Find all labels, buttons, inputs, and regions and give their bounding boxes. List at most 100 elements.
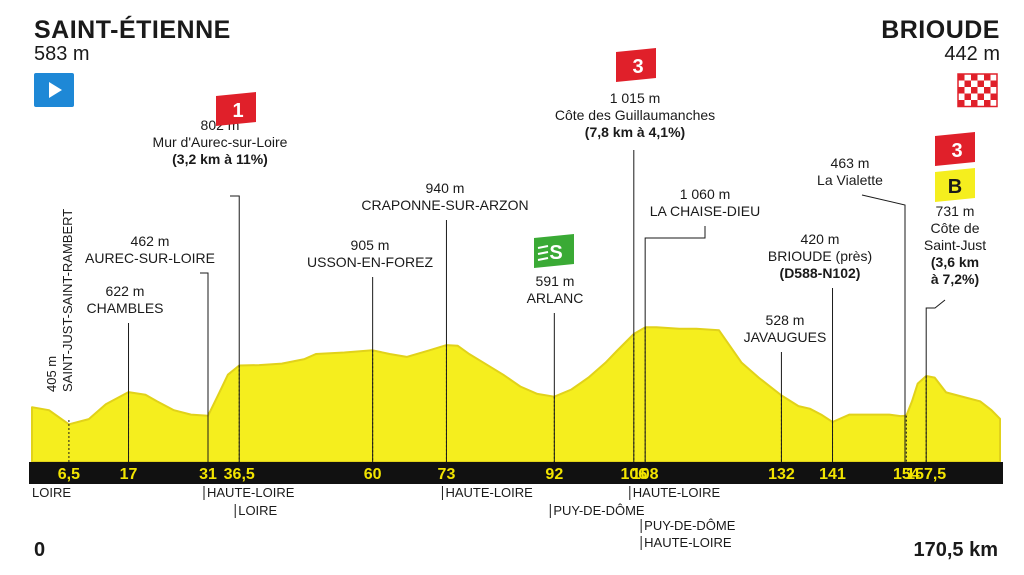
finish-flag-cell [990,93,997,100]
finish-flag-cell [964,80,971,87]
department-label: LOIRE [32,485,71,500]
waypoint-leader [200,272,209,462]
waypoint-text: Côte des Guillaumanches [555,107,715,123]
waypoint-text: Côte de [930,220,979,236]
km-tick-label: 92 [545,466,563,483]
finish-flag-cell [984,80,991,87]
finish-flag-cell [958,74,965,81]
elevation-profile [31,326,1001,463]
finish-flag-cell [984,93,991,100]
waypoint-text: LA CHAISE-DIEU [650,203,760,219]
km-tick-label: 36,5 [224,466,255,483]
km-tick-label: 6,5 [58,466,80,483]
distance-end-label: 170,5 km [913,539,998,561]
waypoint-text: La Vialette [817,172,883,188]
badge-label: 3 [632,56,643,78]
department-label: HAUTE-LOIRE [640,535,732,550]
climb-category-badge: 3 [935,132,975,166]
finish-flag-icon [957,73,998,108]
finish-flag-cell [964,87,971,94]
waypoint-text: 420 m [801,231,840,247]
badge-label: S [549,242,562,264]
waypoint-text: ARLANC [527,290,584,306]
finish-flag-cell [984,87,991,94]
finish-flag-cell [977,100,984,107]
km-tick-label: 106 [620,466,647,483]
waypoint-text: à 7,2%) [931,271,979,287]
waypoint-text: (3,6 km [931,254,979,270]
department-text: HAUTE-LOIRE [644,535,732,550]
waypoint-text: BRIOUDE (près) [768,248,872,264]
finish-flag-cell [977,80,984,87]
start-flag-icon [34,73,74,107]
waypoint-text: 528 m [766,312,805,328]
waypoint-text: 1 015 m [610,90,661,106]
finish-flag-cell [964,93,971,100]
badge-label: 1 [232,100,243,122]
waypoint-text: JAVAUGUES [744,329,827,345]
department-label: HAUTE-LOIRE [629,485,721,500]
km-bar [29,462,1003,484]
waypoint-text: CRAPONNE-SUR-ARZON [361,197,528,213]
waypoint-text: 405 m [44,356,59,392]
waypoint-11: 463 mLa Vialette [817,155,883,188]
waypoint-text: (D588-N102) [780,265,861,281]
bonus-label: B [948,176,962,198]
start-altitude: 583 m [34,43,90,65]
waypoint-text: 905 m [351,237,390,253]
waypoint-text: 1 060 m [680,186,731,202]
department-text: PUY-DE-DÔME [553,503,645,518]
finish-town: BRIOUDE [881,16,1000,44]
distance-start-label: 0 [34,539,45,561]
waypoint-text: (7,8 km à 4,1%) [585,124,685,140]
bonus-badge-icon: B [935,168,975,202]
finish-flag-cell [977,74,984,81]
km-tick-label: 141 [819,466,846,483]
km-tick-label: 108 [632,466,659,483]
km-tick-label: 132 [768,466,795,483]
finish-flag-cell [971,100,978,107]
climb-category-badge: 1 [216,92,256,126]
km-tick-label: 17 [120,466,138,483]
department-text: HAUTE-LOIRE [633,485,721,500]
finish-flag-cell [990,80,997,87]
finish-flag-cell [977,93,984,100]
finish-flag-cell [971,93,978,100]
finish-flag-cell [971,80,978,87]
finish-flag-cell [990,100,997,107]
waypoint-text: 940 m [426,180,465,196]
department-label: PUY-DE-DÔME [640,518,736,533]
finish-flag-cell [958,100,965,107]
waypoint-text: USSON-EN-FOREZ [307,254,433,270]
department-label: PUY-DE-DÔME [549,503,645,518]
department-text: LOIRE [32,485,71,500]
waypoint-text: 463 m [831,155,870,171]
finish-flag-cell [984,74,991,81]
finish-flag-cell [990,74,997,81]
department-text: PUY-DE-DÔME [644,518,736,533]
km-tick-label: 60 [364,466,382,483]
badge-label: 3 [951,140,962,162]
finish-flag-cell [971,74,978,81]
finish-flag-cell [984,100,991,107]
waypoint-text: Saint-Just [924,237,986,253]
department-label: HAUTE-LOIRE [203,485,295,500]
department-text: HAUTE-LOIRE [207,485,295,500]
department-label: LOIRE [234,503,278,518]
climb-category-badge: 3 [616,48,656,82]
waypoint-text: CHAMBLES [86,300,163,316]
finish-altitude: 442 m [944,43,1000,65]
finish-flag-cell [964,74,971,81]
finish-flag-cell [977,87,984,94]
waypoint-text: 622 m [106,283,145,299]
waypoint-text: Mur d'Aurec-sur-Loire [153,134,288,150]
